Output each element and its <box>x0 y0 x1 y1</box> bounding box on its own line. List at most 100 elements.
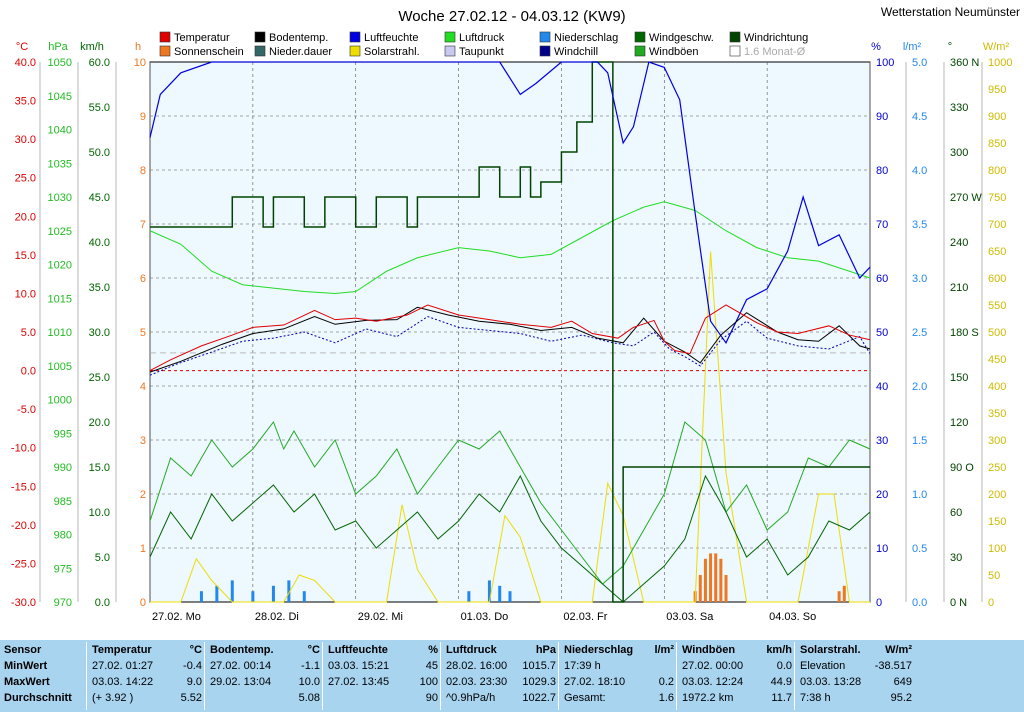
x-tick-label: 02.03. Fr <box>563 611 607 623</box>
pressure-tick-label: 1050 <box>48 57 72 69</box>
summary-cell: 27.02. 13:45 100 <box>328 675 438 690</box>
temp-tick-label: 10.0 <box>15 288 36 300</box>
summary-cell: Temperatur °C <box>92 643 202 658</box>
series-line-luftdruck <box>149 201 871 295</box>
summary-separator <box>794 642 795 710</box>
pressure-tick-label: 1030 <box>48 192 72 204</box>
summary-cell-label: 27.02. 00:14 <box>210 660 272 672</box>
solar-tick-label: 900 <box>988 111 1006 123</box>
temp-tick-label: -15.0 <box>11 481 36 493</box>
legend-item: Sonnenschein <box>159 45 244 58</box>
direction-tick-label: 0 N <box>950 597 967 609</box>
legend-label: Windböen <box>649 46 699 58</box>
legend-label: Nieder.dauer <box>269 46 332 58</box>
rain-bar <box>287 580 291 602</box>
series-layer <box>149 61 871 603</box>
legend-item: Solarstrahl. <box>349 45 420 58</box>
direction-tick-label: 270 W <box>950 192 982 204</box>
summary-cell: 7:38 h 95.2 <box>800 691 912 706</box>
solar-tick-label: 300 <box>988 435 1006 447</box>
summary-column: Solarstrahl. W/m² Elevation -38.517 03.03. 1… <box>796 640 916 712</box>
rain-tick-label: 1.0 <box>912 489 927 501</box>
legend-swatch <box>159 45 171 57</box>
legend-label: Luftdruck <box>459 32 505 44</box>
legend-item: Luftdruck <box>444 31 505 44</box>
solar-tick-label: 650 <box>988 246 1006 258</box>
summary-cell-label: 29.02. 13:04 <box>210 676 272 688</box>
summary-separator <box>204 642 205 710</box>
summary-cell: 5.08 <box>210 691 320 706</box>
legend-label: Windrichtung <box>744 32 808 44</box>
weather-chart: Woche 27.02.12 - 04.03.12 (KW9) Wetterst… <box>11 5 1020 623</box>
summary-cell-label: 17:39 h <box>564 660 601 672</box>
summary-cell: Luftfeuchte% <box>328 643 438 658</box>
solar-tick-label: 700 <box>988 219 1006 231</box>
legend-label: Taupunkt <box>459 46 504 58</box>
direction-tick-label: 360 N <box>950 57 979 69</box>
series-line-windrichtung <box>150 61 870 603</box>
solar-tick-label: 250 <box>988 462 1006 474</box>
summary-separator <box>86 642 87 710</box>
solar-tick-label: 1000 <box>988 57 1012 69</box>
summary-column: Bodentemp. °C 27.02. 00:14 -1.1 29.02. 13:04… <box>206 640 324 712</box>
sunshine-bar <box>698 575 702 602</box>
summary-column: Luftfeuchte% 03.03. 15:21 45 27.02. 13:45 10… <box>324 640 442 712</box>
summary-cell-label: 27.02. 00:00 <box>682 660 744 672</box>
pressure-tick-label: 1005 <box>48 361 72 373</box>
hours-tick-label: 3 <box>140 435 146 447</box>
summary-cell-label: 03.03. 12:24 <box>682 676 744 688</box>
summary-cell-value: 44.9 <box>770 676 792 688</box>
temp-tick-label: 5.0 <box>21 327 36 339</box>
legend-label: Luftfeuchte <box>364 32 418 44</box>
solar-tick-label: 100 <box>988 543 1006 555</box>
summary-cell-label: Windböen <box>682 644 736 656</box>
summary-cell: Luftdruck hPa <box>446 643 556 658</box>
legend-swatch <box>159 31 171 43</box>
grid <box>150 62 870 602</box>
rain-tick-label: 0.5 <box>912 543 927 555</box>
legend-label: Solarstrahl. <box>364 46 420 58</box>
summary-cell: 28.02. 16:00 1015.7 <box>446 659 556 674</box>
wind-tick-label: 15.0 <box>89 462 110 474</box>
summary-row-label: MinWert <box>4 660 48 672</box>
pressure-tick-label: 1040 <box>48 125 72 137</box>
summary-column: Windböen km/h 27.02. 00:00 0.0 03.03. 12:24 4… <box>678 640 796 712</box>
summary-column: Niederschlag l/m² 17:39 h 27.02. 18:10 0.2 Ge… <box>560 640 678 712</box>
summary-cell-value: 9.0 <box>186 676 202 688</box>
axis-unit-label: hPa <box>48 41 68 53</box>
summary-cell: Windböen km/h <box>682 643 792 658</box>
solar-tick-label: 0 <box>988 597 994 609</box>
legend-swatch <box>634 31 646 43</box>
summary-cell-label: 03.03. 15:21 <box>328 660 390 672</box>
summary-cell-value: % <box>428 644 438 656</box>
humidity-tick-label: 20 <box>876 489 888 501</box>
legend-item: Windchill <box>539 45 598 58</box>
axis-unit-label: °C <box>16 41 28 53</box>
rain-tick-label: 3.0 <box>912 273 927 285</box>
humidity-tick-label: 70 <box>876 219 888 231</box>
solar-tick-label: 400 <box>988 381 1006 393</box>
solar-tick-label: 800 <box>988 165 1006 177</box>
summary-cell-value: km/h <box>766 644 792 656</box>
chart-title: Woche 27.02.12 - 04.03.12 (KW9) <box>398 8 625 25</box>
rain-bar <box>199 591 203 602</box>
summary-cell-value: 100 <box>419 676 438 688</box>
sunshine-bar <box>837 591 841 602</box>
temp-tick-label: -20.0 <box>11 520 36 532</box>
summary-cell-value: W/m² <box>885 644 912 656</box>
series-line-windgeschw <box>149 474 871 603</box>
rain-bar <box>251 591 255 602</box>
legend-item: Windböen <box>634 45 699 58</box>
temp-tick-label: 0.0 <box>21 366 36 378</box>
summary-cell-label: Niederschlag <box>564 644 634 656</box>
temp-tick-label: -5.0 <box>17 404 36 416</box>
sunshine-bar <box>714 553 718 602</box>
summary-row-label: MaxWert <box>4 676 50 688</box>
rain-bar <box>215 585 219 602</box>
pressure-tick-label: 1045 <box>48 91 72 103</box>
rain-tick-label: 2.5 <box>912 327 927 339</box>
summary-cell-label: Gesamt: <box>564 692 606 704</box>
solar-tick-label: 550 <box>988 300 1006 312</box>
summary-cell: 03.03. 12:24 44.9 <box>682 675 792 690</box>
pressure-tick-label: 990 <box>54 462 72 474</box>
